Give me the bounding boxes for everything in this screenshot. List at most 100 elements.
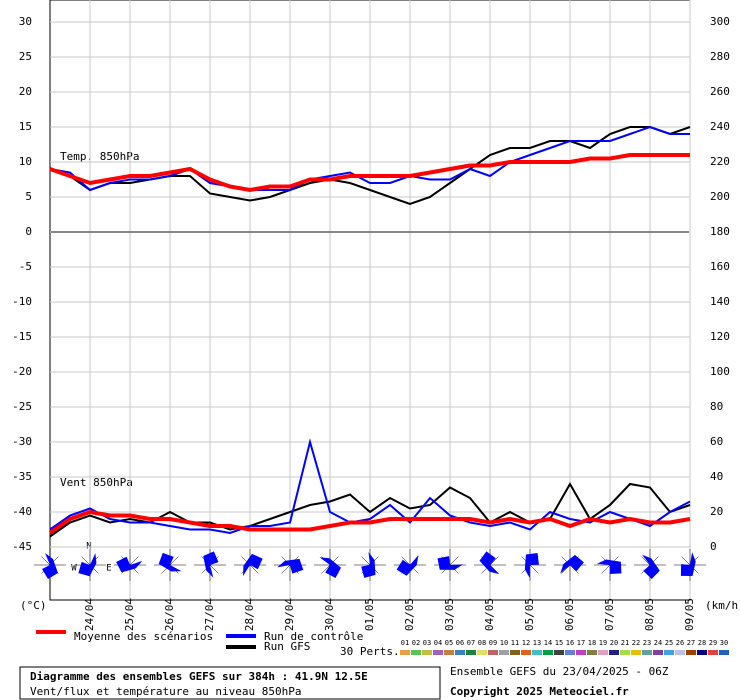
legend-mean: Moyenne des scénarios (74, 630, 213, 643)
x-tick-label: 27/04 (203, 598, 216, 631)
y2-tick-label: 140 (710, 295, 730, 308)
pert-swatch (675, 650, 685, 655)
y2-tick-label: 260 (710, 85, 730, 98)
y2-tick-label: 160 (710, 260, 730, 273)
pert-swatch (686, 650, 696, 655)
rose-shape (42, 553, 58, 579)
wind-rose (674, 549, 706, 581)
y-tick-label: 15 (19, 120, 32, 133)
pert-label: 15 (555, 639, 563, 647)
wind-rose (74, 549, 106, 581)
pert-swatch (609, 650, 619, 655)
wind-rose (554, 549, 586, 581)
pert-swatch (532, 650, 542, 655)
legend-gfs: Run GFS (264, 640, 310, 653)
y2-tick-label: 240 (710, 120, 730, 133)
pert-label: 17 (577, 639, 585, 647)
wind-rose (514, 549, 546, 581)
footer-run: Ensemble GEFS du 23/04/2025 - 06Z (450, 665, 669, 678)
pert-label: 21 (621, 639, 629, 647)
pert-label: 11 (511, 639, 519, 647)
rose-spoke (641, 556, 651, 566)
pert-label: 14 (544, 639, 552, 647)
y-tick-label: -10 (12, 295, 32, 308)
wind-rose (354, 549, 386, 581)
y-tick-label: 25 (19, 50, 32, 63)
rose-spoke (569, 564, 579, 574)
x-tick-label: 07/05 (603, 598, 616, 631)
y-tick-label: 20 (19, 85, 32, 98)
y-tick-label: -35 (12, 470, 32, 483)
x-tick-label: 08/05 (643, 598, 656, 631)
pert-swatch (598, 650, 608, 655)
panel-gap (51, 231, 689, 233)
y2-unit: (km/h) (705, 599, 740, 612)
pert-label: 08 (478, 639, 486, 647)
compass-e: E (106, 564, 111, 574)
footer-title: Diagramme des ensembles GEFS sur 384h : … (30, 670, 368, 683)
rose-shape (203, 551, 219, 578)
footer-copyright: Copyright 2025 Meteociel.fr (450, 685, 629, 698)
y2-tick-label: 280 (710, 50, 730, 63)
pert-label: 24 (654, 639, 662, 647)
pert-label: 09 (489, 639, 497, 647)
compass-w: W (71, 564, 77, 574)
pert-swatch (664, 650, 674, 655)
pert-swatch (543, 650, 553, 655)
series-line (48, 509, 691, 535)
wind-rose (434, 549, 466, 581)
y2-tick-label: 0 (710, 540, 717, 553)
rose-spoke (321, 564, 331, 574)
y-tick-label: 0 (25, 225, 32, 238)
rose-spoke (129, 556, 139, 566)
wind-rose (234, 549, 266, 581)
pert-label: 30 (720, 639, 728, 647)
pert-label: 27 (687, 639, 695, 647)
pert-label: 12 (522, 639, 530, 647)
y-tick-label: -30 (12, 435, 32, 448)
legend-control: Run de contrôle (264, 630, 363, 643)
wind-rose (34, 549, 66, 581)
x-tick-label: 30/04 (323, 598, 336, 631)
pert-label: 19 (599, 639, 607, 647)
rose-spoke (209, 564, 219, 574)
pert-swatch (708, 650, 718, 655)
y-tick-label: -5 (19, 260, 32, 273)
pert-swatch (499, 650, 509, 655)
pert-swatch (697, 650, 707, 655)
rose-spoke (281, 564, 291, 574)
x-tick-label: 29/04 (283, 598, 296, 631)
pert-label: 06 (456, 639, 464, 647)
pert-label: 16 (566, 639, 574, 647)
y2-tick-label: 80 (710, 400, 723, 413)
y2-tick-label: 20 (710, 505, 723, 518)
rose-shape (78, 553, 97, 577)
pert-label: 02 (412, 639, 420, 647)
rose-spoke (249, 564, 259, 574)
pert-swatch (521, 650, 531, 655)
pert-swatch (444, 650, 454, 655)
rose-shape (243, 553, 263, 576)
pert-swatch (554, 650, 564, 655)
pert-label: 20 (610, 639, 618, 647)
x-tick-label: 09/05 (683, 598, 696, 631)
rose-shape (396, 555, 419, 576)
rose-shape (319, 557, 341, 579)
pert-swatch (510, 650, 520, 655)
rose-spoke (449, 556, 459, 566)
pert-swatch (488, 650, 498, 655)
rose-shape (277, 558, 304, 574)
wind-rose (314, 549, 346, 581)
pert-swatch (620, 650, 630, 655)
pert-swatch (455, 650, 465, 655)
rose-shape (524, 553, 539, 578)
pert-label: 05 (445, 639, 453, 647)
x-tick-label: 26/04 (163, 598, 176, 631)
wind-rose (274, 549, 306, 581)
y-tick-label: -45 (12, 540, 32, 553)
rose-shape (479, 551, 500, 575)
pert-swatch (642, 650, 652, 655)
y2-tick-label: 120 (710, 330, 730, 343)
pert-label: 13 (533, 639, 541, 647)
